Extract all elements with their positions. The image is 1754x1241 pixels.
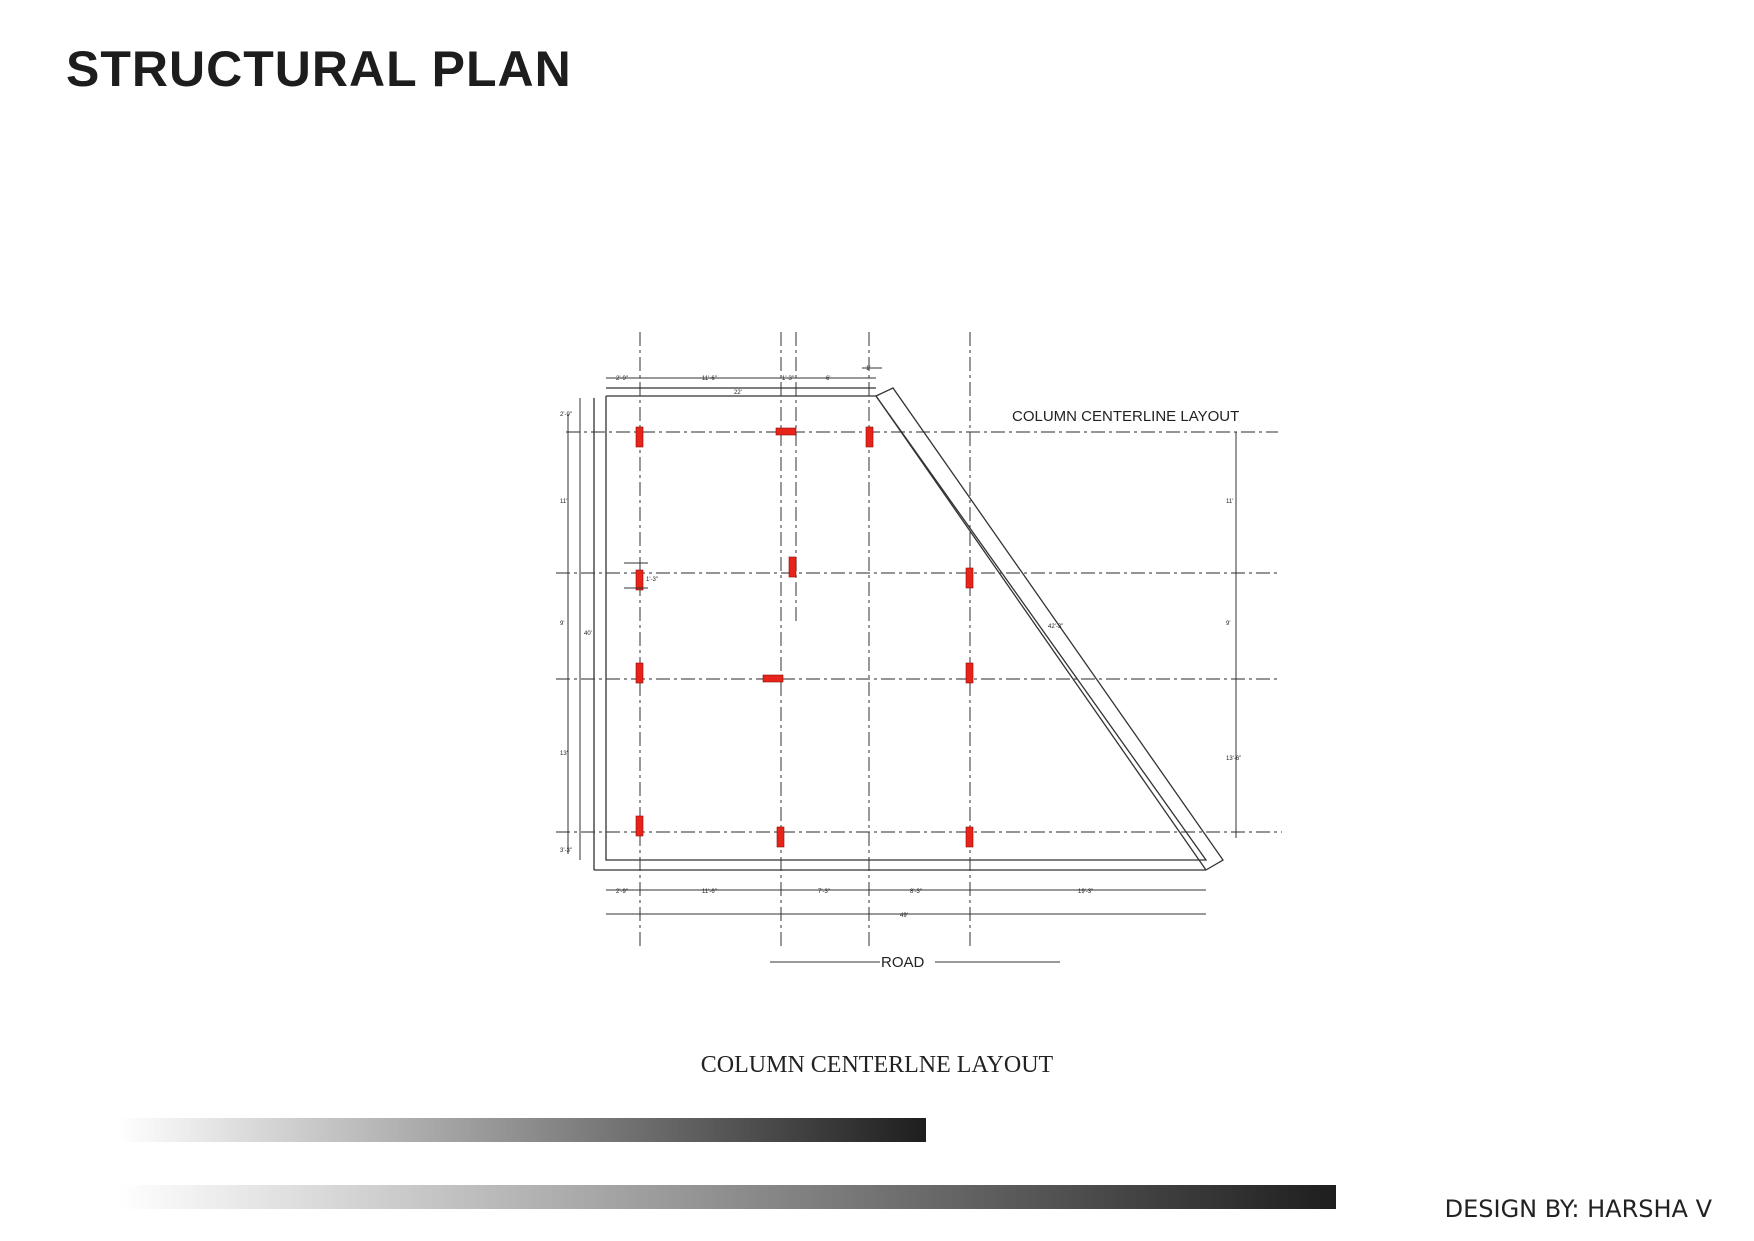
column — [788, 556, 797, 578]
dim-left-overall-label: 40' — [584, 631, 592, 637]
column — [635, 662, 644, 684]
gradient-bar-bottom — [118, 1185, 1336, 1209]
column — [635, 426, 644, 448]
diagonal-wall-inner — [875, 395, 1207, 871]
dim-right-label: 11' — [1226, 499, 1233, 505]
drawing-caption: COLUMN CENTERLNE LAYOUT — [700, 1052, 1054, 1078]
dim-right-label: 9' — [1226, 621, 1230, 627]
column — [775, 427, 797, 436]
dim-top-overall-label: 22' — [734, 390, 742, 396]
dim-top-label: 11'-6" — [702, 376, 717, 382]
dim-left-label: 2'-9" — [560, 412, 572, 418]
road-label: ROAD — [881, 954, 925, 971]
column — [965, 826, 974, 848]
dim-top-label: 1'-3" — [782, 376, 794, 382]
column — [865, 426, 874, 448]
column — [776, 826, 785, 848]
dim-right-label: 13'-6" — [1226, 756, 1241, 762]
dim-bottom-label: 7'-3" — [818, 889, 830, 895]
dim-diagonal-label: 42'-3" — [1048, 624, 1063, 630]
dim-left-label: 13' — [560, 751, 568, 757]
column — [635, 569, 644, 591]
dim-bottom-label: 2'-9" — [616, 889, 628, 895]
dim-bottom-label: 8'-3" — [910, 889, 922, 895]
page-title: STRUCTURAL PLAN — [66, 41, 572, 97]
diagonal-wall — [875, 387, 1224, 871]
dim-left-label: 11' — [560, 499, 567, 505]
layout-label: COLUMN CENTERLINE LAYOUT — [1012, 408, 1239, 425]
dim-left-label: 3'-3" — [560, 848, 572, 854]
column — [762, 674, 784, 683]
gradient-bar-top — [118, 1118, 926, 1142]
column — [965, 662, 974, 684]
plot-boundary — [605, 395, 1208, 861]
dim-top-tick-label: 1' — [866, 366, 870, 372]
dim-top-label: 2'-9" — [616, 376, 628, 382]
column-tag-label: 1'-3" — [646, 577, 658, 583]
column — [965, 567, 974, 589]
dim-top-label: 6' — [826, 376, 830, 382]
column — [635, 815, 644, 837]
dim-left-label: 9' — [560, 621, 564, 627]
dim-bottom-label: 11'-6" — [702, 889, 717, 895]
dim-bottom-label: 19'-3" — [1078, 889, 1093, 895]
designer-credit: DESIGN BY: HARSHA V — [1444, 1195, 1712, 1223]
dim-bottom-overall-label: 49' — [900, 913, 908, 919]
